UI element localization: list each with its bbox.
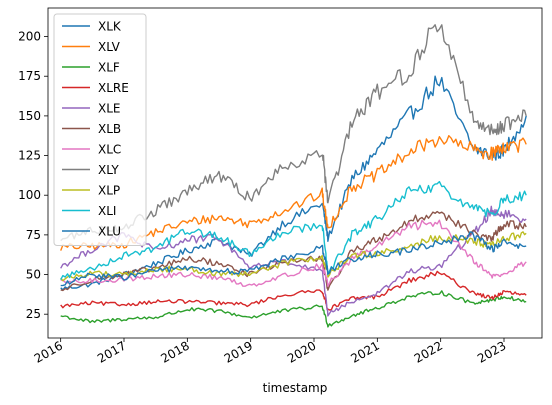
plot-frame (47, 7, 543, 339)
series-line-xle (60, 205, 527, 317)
legend-box (53, 13, 147, 246)
y-tick-label: 200 (18, 30, 41, 44)
series-line-xlf (60, 290, 527, 328)
series-line-xlc (60, 219, 527, 287)
series-line-xlp (60, 231, 527, 282)
y-tick-label: 175 (18, 69, 41, 83)
legend-label-xlre: XLRE (98, 81, 129, 95)
y-tick-label: 100 (18, 188, 41, 202)
legend-label-xlk: XLK (98, 20, 122, 34)
legend-label-xly: XLY (98, 163, 119, 177)
legend-label-xlv: XLV (98, 40, 121, 54)
y-tick-label: 150 (18, 109, 41, 123)
legend-label-xlf: XLF (98, 61, 120, 75)
y-tick-label: 125 (18, 149, 41, 163)
legend-label-xle: XLE (98, 102, 121, 116)
legend-label-xlb: XLB (98, 122, 121, 136)
legend-label-xlc: XLC (98, 143, 121, 157)
legend: XLK XLV XLF XLRE XLE XLB XLC XLY XLP XLI XLU (53, 13, 147, 246)
series-line-xly (60, 24, 527, 242)
legend-label-xlp: XLP (98, 184, 120, 198)
legend-label-xlu: XLU (98, 225, 121, 239)
legend-label-xli: XLI (98, 204, 116, 218)
series-line-xli (60, 180, 527, 281)
series-line-xlv (60, 135, 527, 251)
y-tick-label: 50 (26, 268, 41, 282)
y-axis: 25 50 75 100 125 150 175 200 (18, 30, 48, 321)
y-tick-label: 25 (26, 307, 41, 321)
series-line-xlre (60, 270, 527, 311)
series-line-xlu (60, 231, 527, 287)
y-tick-label: 75 (26, 228, 41, 242)
x-axis-label: timestamp (263, 381, 328, 395)
series-layer (60, 24, 527, 328)
